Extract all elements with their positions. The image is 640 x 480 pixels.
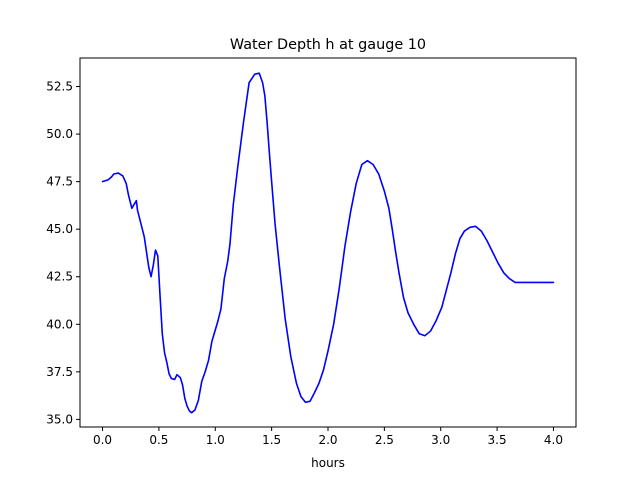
chart-title: Water Depth h at gauge 10 (230, 37, 426, 53)
y-tick-label: 35.0 (46, 412, 73, 426)
x-tick-label: 3.0 (431, 433, 450, 447)
x-tick-label: 1.5 (262, 433, 281, 447)
y-tick-label: 37.5 (46, 365, 73, 379)
y-axis: 35.0 37.5 40.0 42.5 45.0 47.5 50.0 52.5 (46, 80, 80, 426)
y-tick-label: 42.5 (46, 270, 73, 284)
x-tick-label: 0.0 (93, 433, 112, 447)
x-axis-label: hours (311, 456, 345, 470)
y-tick-label: 40.0 (46, 317, 73, 331)
series-line-0 (101, 72, 555, 414)
y-tick-label: 50.0 (46, 127, 73, 141)
x-tick-label: 0.5 (149, 433, 168, 447)
y-tick-label: 45.0 (46, 222, 73, 236)
x-tick-label: 2.5 (375, 433, 394, 447)
x-tick-label: 3.5 (488, 433, 507, 447)
y-tick-label: 47.5 (46, 175, 73, 189)
y-tick-label: 52.5 (46, 80, 73, 94)
x-tick-label: 2.0 (318, 433, 337, 447)
x-axis: 0.0 0.5 1.0 1.5 2.0 2.5 3.0 3.5 4.0 (93, 427, 563, 447)
x-tick-label: 4.0 (544, 433, 563, 447)
x-tick-label: 1.0 (206, 433, 225, 447)
